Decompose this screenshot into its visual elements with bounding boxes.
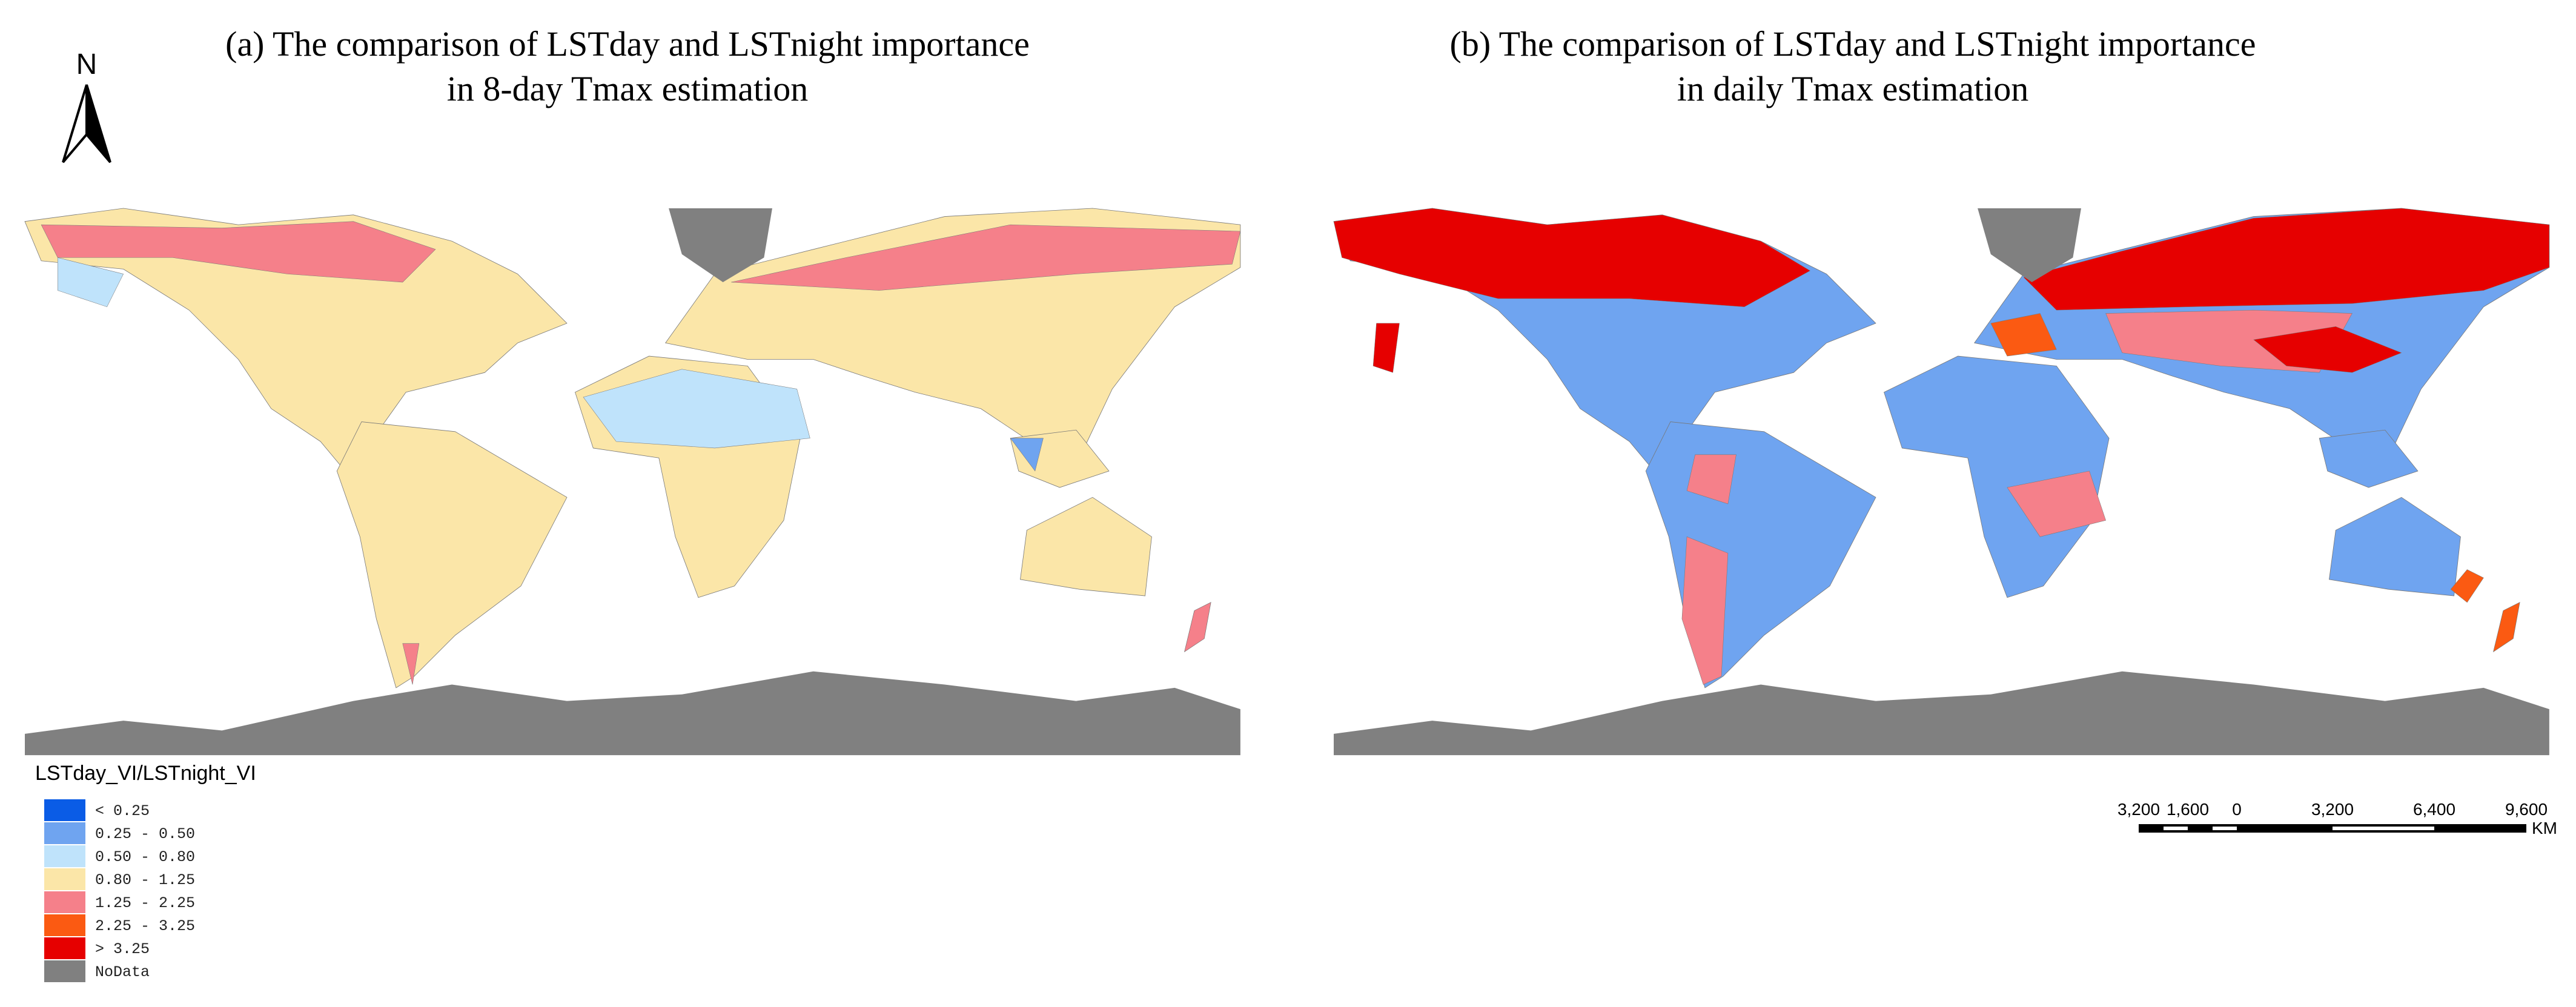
legend-label: > 3.25	[95, 940, 150, 958]
north-arrow	[85, 84, 111, 163]
region	[583, 369, 810, 449]
land	[2319, 429, 2419, 488]
scale-label: 9,600	[2505, 800, 2548, 819]
region	[2450, 569, 2484, 603]
region	[1686, 454, 1737, 504]
legend-swatch	[44, 868, 85, 890]
legend-swatch	[44, 891, 85, 913]
region	[57, 257, 124, 308]
region	[1010, 438, 1044, 472]
scale-unit: KM	[2532, 819, 2557, 837]
region	[1333, 208, 1811, 307]
legend-label: 0.80 - 1.25	[95, 871, 195, 889]
legend-label: < 0.25	[95, 802, 150, 820]
legend-swatch	[44, 822, 85, 844]
region	[1184, 602, 1211, 652]
land	[2329, 497, 2461, 596]
panel-title: in daily Tmax estimation	[1677, 69, 2028, 108]
region	[2253, 326, 2402, 373]
scale-bar-segment	[2164, 827, 2188, 830]
land	[1645, 421, 1876, 688]
land	[1020, 497, 1152, 596]
no-data-land	[1978, 208, 2081, 283]
legend-swatch	[44, 914, 85, 936]
scale-label: 0	[2232, 800, 2242, 819]
region	[402, 643, 420, 685]
panel-title: in 8-day Tmax estimation	[447, 69, 809, 108]
land	[1884, 355, 2110, 598]
legend-swatch	[44, 960, 85, 982]
region	[41, 221, 436, 283]
legend-label: 1.25 - 2.25	[95, 894, 195, 912]
scale-label: 1,600	[2167, 800, 2209, 819]
region	[1372, 323, 1400, 373]
panel-title: (b) The comparison of LSTday and LSTnigh…	[1450, 24, 2256, 64]
scale-bar-segment	[2213, 827, 2237, 830]
panel-title: (a) The comparison of LSTday and LSTnigh…	[225, 24, 1030, 64]
region	[2007, 470, 2106, 537]
land	[336, 421, 568, 688]
scale-label: 3,200	[2311, 800, 2354, 819]
legend-swatch	[44, 845, 85, 867]
scale-bar-segment	[2333, 827, 2434, 830]
legend-swatch	[44, 799, 85, 821]
north-label: N	[76, 48, 98, 81]
map-panel	[1333, 208, 2550, 756]
region	[731, 224, 1241, 291]
north-arrow	[62, 84, 88, 163]
no-data-land	[669, 208, 772, 283]
scale-label: 3,200	[2117, 800, 2160, 819]
legend-label: NoData	[95, 963, 150, 981]
no-data-land	[25, 671, 1240, 756]
legend-label: 0.50 - 0.80	[95, 848, 195, 866]
legend-title: LSTday_VI/LSTnight_VI	[35, 762, 256, 785]
map-panel	[24, 208, 1241, 756]
no-data-land	[1334, 671, 2549, 756]
region	[1681, 537, 1729, 685]
legend-label: 2.25 - 3.25	[95, 917, 195, 935]
legend-swatch	[44, 937, 85, 959]
scale-label: 6,400	[2413, 800, 2455, 819]
legend-label: 0.25 - 0.50	[95, 825, 195, 843]
region	[1990, 313, 2057, 357]
region	[2493, 602, 2520, 652]
region	[2023, 208, 2550, 311]
